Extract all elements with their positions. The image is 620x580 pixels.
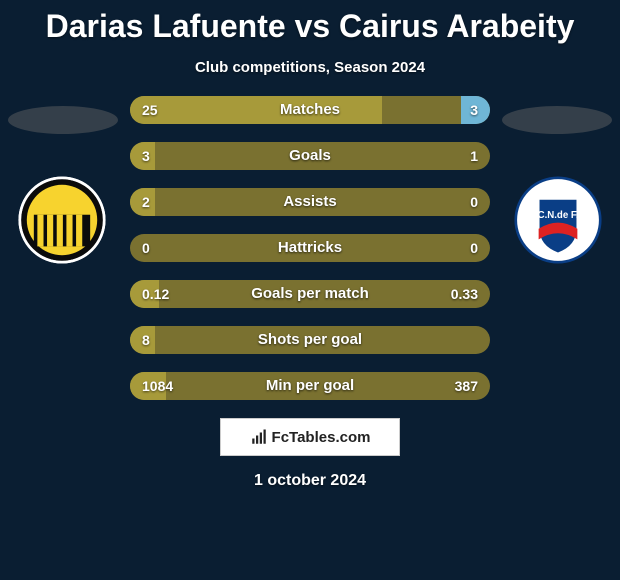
page-title: Darias Lafuente vs Cairus Arabeity — [0, 0, 620, 45]
date-text: 1 october 2024 — [0, 472, 620, 490]
stat-value-left: 0 — [142, 234, 150, 262]
chart-icon — [250, 428, 268, 446]
stat-label: Goals — [130, 142, 490, 170]
club-badge-right: C.N.de F. — [514, 176, 602, 264]
stat-row: 25 3Matches — [130, 96, 490, 124]
stat-row: 8Shots per goal — [130, 326, 490, 354]
stat-value-left: 25 — [142, 96, 158, 124]
stat-value-left: 2 — [142, 188, 150, 216]
watermark-text: FcTables.com — [272, 429, 371, 446]
comparison-area: C.N.de F. 253Matches31Goals20Assists00Ha… — [0, 96, 620, 400]
stat-label: Hattricks — [130, 234, 490, 262]
stat-value-right: 0 — [470, 188, 478, 216]
player-silhouette-left — [8, 106, 118, 134]
watermark: FcTables.com — [220, 418, 400, 456]
stat-value-right: 387 — [455, 372, 478, 400]
club-badge-left — [18, 176, 106, 264]
stat-row: 3 1Goals — [130, 142, 490, 170]
stat-row: 1084 387Min per goal — [130, 372, 490, 400]
stat-label: Min per goal — [130, 372, 490, 400]
svg-text:C.N.de F.: C.N.de F. — [538, 210, 579, 221]
stat-value-left: 0.12 — [142, 280, 169, 308]
stat-value-left: 1084 — [142, 372, 173, 400]
stat-label: Shots per goal — [130, 326, 490, 354]
stat-label: Assists — [130, 188, 490, 216]
stat-label: Goals per match — [130, 280, 490, 308]
stats-container: 253Matches31Goals20Assists00Hattricks0.1… — [130, 96, 490, 400]
stat-value-right: 3 — [470, 96, 478, 124]
stat-row: 0.12 0.33Goals per match — [130, 280, 490, 308]
stat-value-right: 1 — [470, 142, 478, 170]
stat-value-right: 0.33 — [451, 280, 478, 308]
stat-label: Matches — [130, 96, 490, 124]
stat-value-left: 3 — [142, 142, 150, 170]
stat-value-left: 8 — [142, 326, 150, 354]
stat-row: 0 0Hattricks — [130, 234, 490, 262]
subtitle: Club competitions, Season 2024 — [0, 59, 620, 76]
stat-row: 2 0Assists — [130, 188, 490, 216]
stat-value-right: 0 — [470, 234, 478, 262]
player-silhouette-right — [502, 106, 612, 134]
